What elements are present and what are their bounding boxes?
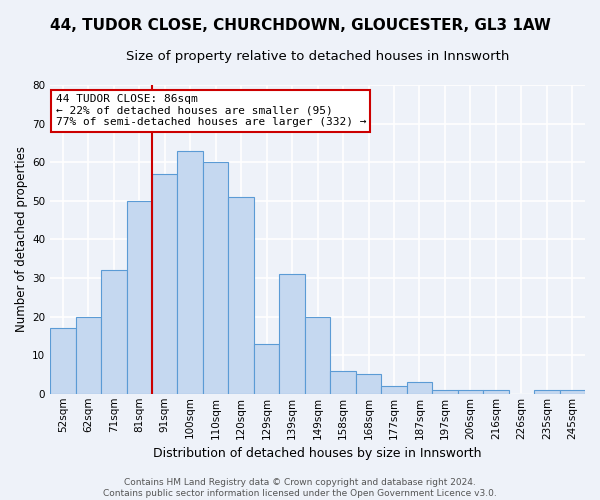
Bar: [407, 382, 432, 394]
Bar: [381, 386, 407, 394]
X-axis label: Distribution of detached houses by size in Innsworth: Distribution of detached houses by size …: [154, 447, 482, 460]
Bar: [356, 374, 381, 394]
Bar: [178, 150, 203, 394]
Bar: [229, 197, 254, 394]
Bar: [458, 390, 483, 394]
Bar: [127, 201, 152, 394]
Bar: [101, 270, 127, 394]
Text: Contains HM Land Registry data © Crown copyright and database right 2024.
Contai: Contains HM Land Registry data © Crown c…: [103, 478, 497, 498]
Bar: [203, 162, 229, 394]
Bar: [254, 344, 280, 394]
Bar: [432, 390, 458, 394]
Bar: [152, 174, 178, 394]
Text: 44 TUDOR CLOSE: 86sqm
← 22% of detached houses are smaller (95)
77% of semi-deta: 44 TUDOR CLOSE: 86sqm ← 22% of detached …: [56, 94, 366, 128]
Text: 44, TUDOR CLOSE, CHURCHDOWN, GLOUCESTER, GL3 1AW: 44, TUDOR CLOSE, CHURCHDOWN, GLOUCESTER,…: [50, 18, 550, 32]
Bar: [483, 390, 509, 394]
Bar: [534, 390, 560, 394]
Bar: [331, 370, 356, 394]
Bar: [305, 316, 331, 394]
Bar: [280, 274, 305, 394]
Bar: [560, 390, 585, 394]
Title: Size of property relative to detached houses in Innsworth: Size of property relative to detached ho…: [126, 50, 509, 63]
Bar: [50, 328, 76, 394]
Y-axis label: Number of detached properties: Number of detached properties: [15, 146, 28, 332]
Bar: [76, 316, 101, 394]
